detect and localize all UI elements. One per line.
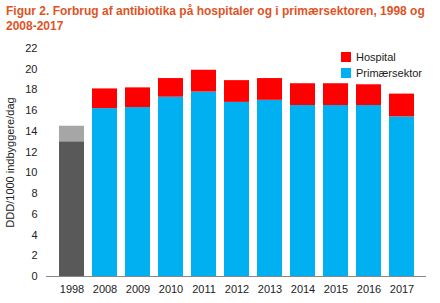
svg-text:8: 8	[31, 187, 37, 199]
svg-text:2012: 2012	[225, 283, 249, 295]
svg-text:4: 4	[31, 229, 37, 241]
svg-text:6: 6	[31, 208, 37, 220]
svg-text:16: 16	[25, 104, 37, 116]
svg-text:2009: 2009	[126, 283, 150, 295]
svg-text:2011: 2011	[192, 283, 216, 295]
svg-text:18: 18	[25, 83, 37, 95]
svg-text:14: 14	[25, 125, 37, 137]
html-text:Hospital: Hospital	[356, 51, 396, 63]
svg-text:2010: 2010	[159, 283, 183, 295]
svg-text:2014: 2014	[291, 283, 315, 295]
svg-text:2015: 2015	[324, 283, 348, 295]
svg-text:0: 0	[31, 270, 37, 282]
svg-text:1998: 1998	[60, 283, 84, 295]
html-text:Primærsektor: Primærsektor	[356, 67, 422, 79]
svg-text:12: 12	[25, 146, 37, 158]
svg-text:22: 22	[25, 42, 37, 54]
html-text:Figur 2. Forbrug af antibiotik: Figur 2. Forbrug af antibiotika på hospi…	[6, 4, 425, 33]
svg-text:2016: 2016	[357, 283, 381, 295]
svg-text:2008: 2008	[93, 283, 117, 295]
svg-text:10: 10	[25, 166, 37, 178]
svg-text:2: 2	[31, 249, 37, 261]
svg-text:2017: 2017	[390, 283, 414, 295]
svg-text:20: 20	[25, 63, 37, 75]
svg-text:DDD/1000 indbyggere/dag: DDD/1000 indbyggere/dag	[4, 97, 16, 227]
svg-text:2013: 2013	[258, 283, 282, 295]
